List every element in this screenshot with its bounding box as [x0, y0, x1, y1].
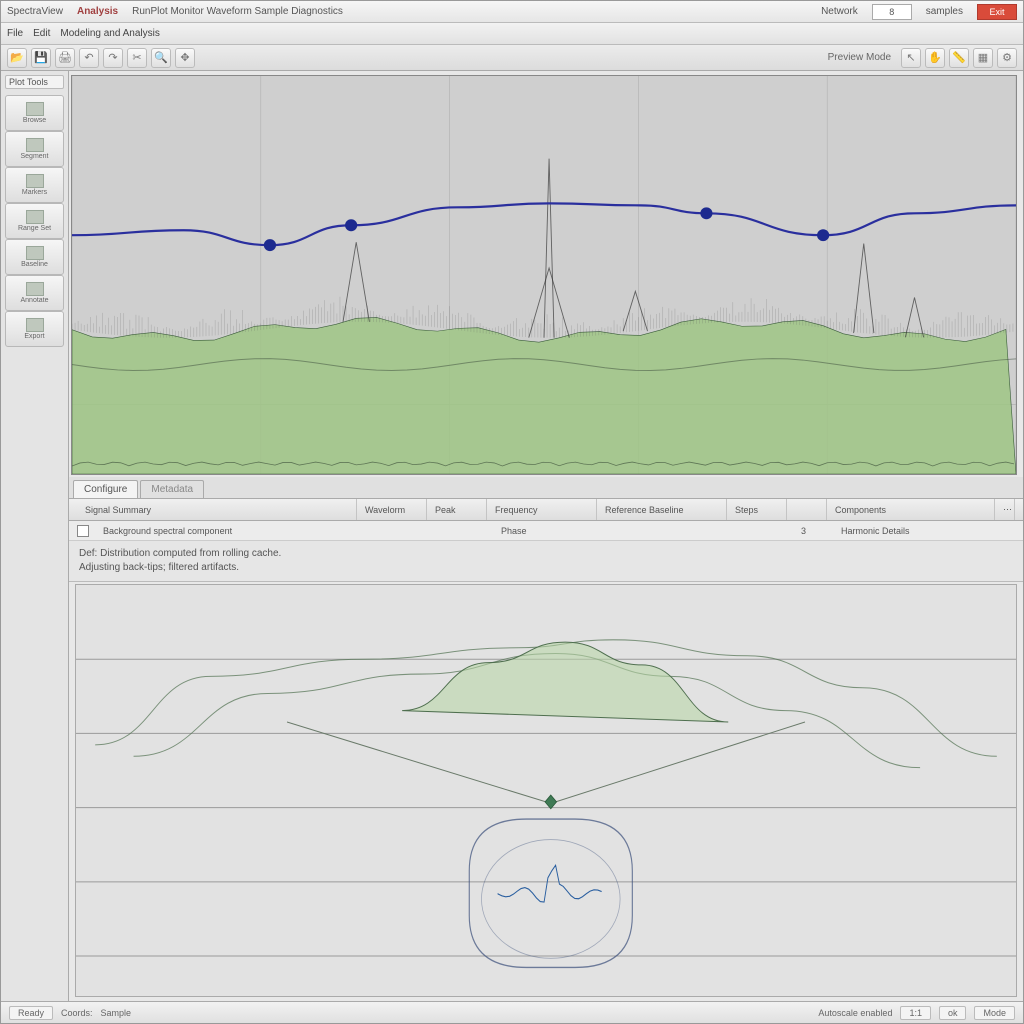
- column-header: Signal Summary Wavelorm Peak Frequency R…: [69, 499, 1023, 521]
- markers-icon: [26, 174, 44, 188]
- status-ok: ok: [939, 1006, 967, 1020]
- segment-icon: [26, 138, 44, 152]
- sidebar-item-markers[interactable]: Markers: [5, 167, 64, 203]
- counter-unit: samples: [926, 6, 963, 17]
- sidebar-item-segment[interactable]: Segment: [5, 131, 64, 167]
- doc-title: RunPlot Monitor Waveform Sample Diagnost…: [132, 6, 343, 17]
- browse-icon: [26, 102, 44, 116]
- tab-configure[interactable]: Configure: [73, 480, 138, 498]
- upper-spectrum-chart[interactable]: [71, 75, 1017, 475]
- row-signal: Background spectral component: [95, 526, 363, 536]
- app-name: SpectraView: [7, 6, 63, 17]
- preview-mode-label: Preview Mode: [828, 52, 891, 63]
- status-bar: Ready Coords: Sample Autoscale enabled 1…: [1, 1001, 1023, 1023]
- print-icon[interactable]: 🖨: [55, 48, 75, 68]
- close-button[interactable]: Exit: [977, 4, 1017, 20]
- status-mode[interactable]: Mode: [974, 1006, 1015, 1020]
- col-components[interactable]: Components: [827, 499, 995, 520]
- description-block: Def: Distribution computed from rolling …: [69, 541, 1023, 582]
- body: Plot Tools Browse Segment Markers Range Set…: [1, 71, 1023, 1001]
- baseline-icon: [26, 246, 44, 260]
- col-waveform[interactable]: Wavelorm: [357, 499, 427, 520]
- annotate-icon: [26, 282, 44, 296]
- status-sample: Sample: [101, 1008, 132, 1018]
- status-ready: Ready: [9, 1006, 53, 1020]
- row-frequency: Phase: [493, 526, 603, 536]
- toolbar: 📂 💾 🖨 ↶ ↷ ✂ 🔍 ✥ Preview Mode ↖ ✋ 📏 ▦ ⚙: [1, 45, 1023, 71]
- cut-icon[interactable]: ✂: [127, 48, 147, 68]
- sidebar-item-annotate[interactable]: Annotate: [5, 275, 64, 311]
- menu-file[interactable]: File: [7, 28, 23, 39]
- redo-icon[interactable]: ↷: [103, 48, 123, 68]
- col-expand-icon[interactable]: ⋯: [995, 499, 1015, 520]
- sidebar-item-export[interactable]: Export: [5, 311, 64, 347]
- col-steps[interactable]: Steps: [727, 499, 787, 520]
- col-baseline[interactable]: Reference Baseline: [597, 499, 727, 520]
- col-peak[interactable]: Peak: [427, 499, 487, 520]
- col-signal[interactable]: Signal Summary: [77, 499, 357, 520]
- menu-modeling[interactable]: Modeling and Analysis: [60, 28, 160, 39]
- status-zoom[interactable]: 1:1: [900, 1006, 931, 1020]
- status-autoscale: Autoscale enabled: [818, 1008, 892, 1018]
- sidebar-item-browse[interactable]: Browse: [5, 95, 64, 131]
- row-checkbox[interactable]: [77, 525, 89, 537]
- settings-icon[interactable]: ⚙: [997, 48, 1017, 68]
- cursor-icon[interactable]: ↖: [901, 48, 921, 68]
- app-window: SpectraView Analysis RunPlot Monitor Wav…: [0, 0, 1024, 1024]
- tab-metadata[interactable]: Metadata: [140, 480, 204, 498]
- desc-line-2: Adjusting back-tips; filtered artifacts.: [79, 561, 1013, 575]
- zoom-icon[interactable]: 🔍: [151, 48, 171, 68]
- tab-strip: Configure Metadata: [69, 477, 1023, 499]
- sidebar: Plot Tools Browse Segment Markers Range Set…: [1, 71, 69, 1001]
- sidebar-item-range-set[interactable]: Range Set: [5, 203, 64, 239]
- folder-open-icon[interactable]: 📂: [7, 48, 27, 68]
- sidebar-item-label: Markers: [22, 189, 47, 196]
- grid-icon[interactable]: ▦: [973, 48, 993, 68]
- col-blank[interactable]: [787, 499, 827, 520]
- counter-value: 8: [872, 4, 912, 20]
- titlebar: SpectraView Analysis RunPlot Monitor Wav…: [1, 1, 1023, 23]
- status-coords: Coords:: [61, 1008, 93, 1018]
- hand-icon[interactable]: ✋: [925, 48, 945, 68]
- col-frequency[interactable]: Frequency: [487, 499, 597, 520]
- lower-profile-chart[interactable]: [75, 584, 1017, 997]
- sidebar-item-label: Baseline: [21, 261, 48, 268]
- menu-edit[interactable]: Edit: [33, 28, 50, 39]
- undo-icon[interactable]: ↶: [79, 48, 99, 68]
- doc-label: Analysis: [77, 6, 118, 17]
- sidebar-item-label: Segment: [20, 153, 48, 160]
- row-components: Harmonic Details: [833, 526, 1015, 536]
- sidebar-item-label: Browse: [23, 117, 46, 124]
- desc-line-1: Def: Distribution computed from rolling …: [79, 547, 1013, 561]
- sidebar-item-baseline[interactable]: Baseline: [5, 239, 64, 275]
- measure-icon[interactable]: 📏: [949, 48, 969, 68]
- pan-icon[interactable]: ✥: [175, 48, 195, 68]
- save-icon[interactable]: 💾: [31, 48, 51, 68]
- main-area: Configure Metadata Signal Summary Wavelo…: [69, 71, 1023, 1001]
- sidebar-item-label: Export: [24, 333, 44, 340]
- range-set-icon: [26, 210, 44, 224]
- sidebar-item-label: Annotate: [20, 297, 48, 304]
- sidebar-tab[interactable]: Plot Tools: [5, 75, 64, 89]
- export-icon: [26, 318, 44, 332]
- menubar: File Edit Modeling and Analysis: [1, 23, 1023, 45]
- sidebar-item-label: Range Set: [18, 225, 51, 232]
- row-num: 3: [793, 526, 833, 536]
- data-row[interactable]: Background spectral component Phase 3 Ha…: [69, 521, 1023, 541]
- network-label: Network: [821, 6, 858, 17]
